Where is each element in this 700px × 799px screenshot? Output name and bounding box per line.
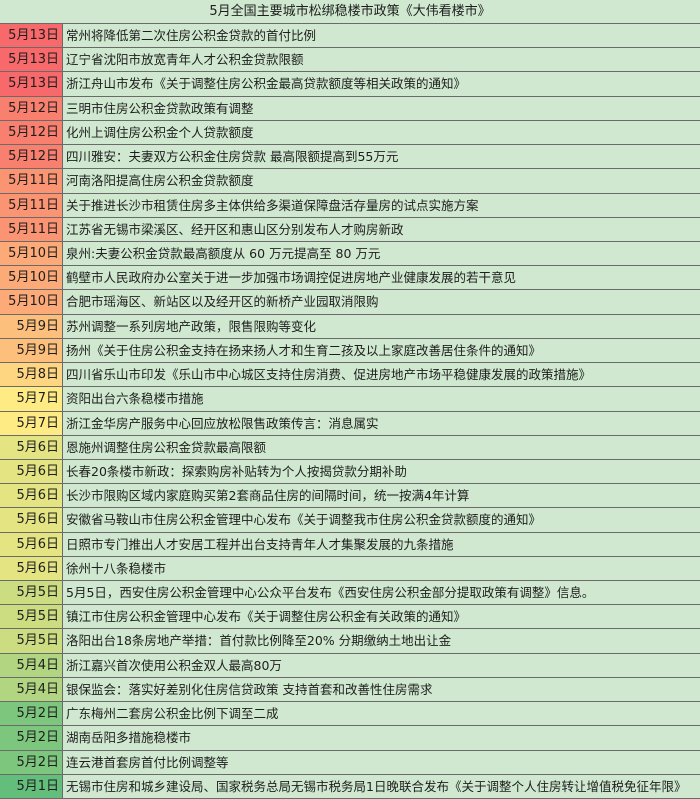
date-cell: 5月6日 (0, 459, 63, 484)
date-cell: 5月12日 (0, 120, 63, 145)
policy-cell: 日照市专门推出人才安居工程并出台支持青年人才集聚发展的九条措施 (63, 532, 700, 556)
date-cell: 5月11日 (0, 217, 63, 241)
date-cell: 5月4日 (0, 677, 63, 702)
date-cell: 5月6日 (0, 435, 63, 459)
date-cell: 5月10日 (0, 266, 63, 290)
date-cell: 5月6日 (0, 556, 63, 581)
table-row: 5月10日 泉州:夫妻公积金贷款最高额度从 60 万元提高至 80 万元 (0, 241, 700, 267)
table-row: 5月13日 浙江舟山市发布《关于调整住房公积金最高贷款额度等相关政策的通知》 (0, 72, 700, 97)
policy-cell: 鹤壁市人民政府办公室关于进一步加强市场调控促进房地产业健康发展的若干意见 (63, 266, 700, 290)
policy-cell: 苏州调整一系列房地产政策，限售限购等变化 (63, 314, 700, 338)
date-cell: 5月8日 (0, 363, 63, 387)
table-row: 5月7日 浙江金华房产服务中心回应放松限售政策传言：消息属实 (0, 411, 700, 436)
table-row: 5月2日 湖南岳阳多措施稳楼市 (0, 726, 700, 751)
date-cell: 5月2日 (0, 702, 63, 726)
policy-cell: 无锡市住房和城乡建设局、国家税务总局无锡市税务局1日晚联合发布《关于调整个人住房… (63, 774, 700, 798)
date-cell: 5月6日 (0, 508, 63, 532)
table-row: 5月5日 镇江市住房公积金管理中心发布《关于调整住房公积金有关政策的通知》 (0, 605, 700, 630)
table-row: 5月2日 广东梅州二套房公积金比例下调至二成 (0, 702, 700, 727)
policy-cell: 浙江嘉兴首次使用公积金双人最高80万 (63, 653, 700, 677)
policy-cell: 四川省乐山市印发《乐山市中心城区支持住房消费、促进房地产市场平稳健康发展的政策措… (63, 363, 700, 387)
table-row: 5月6日 长春20条楼市新政：探索购房补贴转为个人按揭贷款分期补助 (0, 459, 700, 485)
table-row: 5月6日 日照市专门推出人才安居工程并出台支持青年人才集聚发展的九条措施 (0, 532, 700, 557)
date-cell: 5月1日 (0, 774, 63, 798)
date-cell: 5月2日 (0, 750, 63, 774)
table-row: 5月1日 无锡市住房和城乡建设局、国家税务总局无锡市税务局1日晚联合发布《关于调整… (0, 774, 700, 799)
policy-cell: 辽宁省沈阳市放宽青年人才公积金贷款限额 (63, 48, 700, 72)
policy-cell: 广东梅州二套房公积金比例下调至二成 (63, 702, 700, 726)
policy-cell: 连云港首套房首付比例调整等 (63, 750, 700, 774)
policy-cell: 长沙市限购区域内家庭购买第2套商品住房的间隔时间，统一按满4年计算 (63, 484, 700, 508)
date-cell: 5月4日 (0, 653, 63, 677)
date-cell: 5月5日 (0, 581, 63, 605)
table-row: 5月13日 辽宁省沈阳市放宽青年人才公积金贷款限额 (0, 48, 700, 73)
date-cell: 5月13日 (0, 24, 63, 48)
policy-cell: 银保监会：落实好差别化住房信贷政策 支持首套和改善性住房需求 (63, 677, 700, 702)
table-row: 5月7日 资阳出台六条稳楼市措施 (0, 387, 700, 412)
table-row: 5月10日 合肥市瑶海区、新站区以及经开区的新桥产业园取消限购 (0, 290, 700, 315)
table-row: 5月12日 化州上调住房公积金个人贷款额度 (0, 120, 700, 146)
table-row: 5月10日 鹤壁市人民政府办公室关于进一步加强市场调控促进房地产业健康发展的若干意… (0, 266, 700, 291)
table-row: 5月11日 江苏省无锡市梁溪区、经开区和惠山区分别发布人才购房新政 (0, 217, 700, 242)
policy-cell: 洛阳出台18条房地产举措：首付款比例降至20% 分期缴纳土地出让金 (63, 629, 700, 653)
table-row: 5月12日 三明市住房公积金贷款政策有调整 (0, 96, 700, 121)
table-row: 5月11日 河南洛阳提高住房公积金贷款额度 (0, 169, 700, 194)
policy-table: 5月13日 常州将降低第二次住房公积金贷款的首付比例 5月13日 辽宁省沈阳市放宽青年… (0, 24, 700, 799)
policy-cell: 泉州:夫妻公积金贷款最高额度从 60 万元提高至 80 万元 (63, 241, 700, 266)
table-row: 5月2日 连云港首套房首付比例调整等 (0, 750, 700, 775)
date-cell: 5月11日 (0, 193, 63, 217)
table-title: 5月全国主要城市松绑稳楼市政策《大伟看楼市》 (0, 0, 700, 24)
date-cell: 5月2日 (0, 726, 63, 750)
policy-cell: 5月5日，西安住房公积金管理中心公众平台发布《西安住房公积金部分提取政策有调整》… (63, 581, 700, 605)
policy-cell: 河南洛阳提高住房公积金贷款额度 (63, 169, 700, 193)
policy-cell: 扬州《关于住房公积金支持在扬来扬人才和生育二孩及以上家庭改善居住条件的通知》 (63, 338, 700, 363)
date-cell: 5月11日 (0, 169, 63, 193)
table-row: 5月9日 扬州《关于住房公积金支持在扬来扬人才和生育二孩及以上家庭改善居住条件的通… (0, 338, 700, 364)
policy-cell: 安徽省马鞍山市住房公积金管理中心发布《关于调整我市住房公积金贷款额度的通知》 (63, 508, 700, 532)
date-cell: 5月5日 (0, 605, 63, 629)
table-row: 5月6日 徐州十八条稳楼市 (0, 556, 700, 582)
policy-cell: 浙江金华房产服务中心回应放松限售政策传言：消息属实 (63, 411, 700, 435)
policy-cell: 资阳出台六条稳楼市措施 (63, 387, 700, 411)
policy-cell: 镇江市住房公积金管理中心发布《关于调整住房公积金有关政策的通知》 (63, 605, 700, 629)
policy-cell: 合肥市瑶海区、新站区以及经开区的新桥产业园取消限购 (63, 290, 700, 314)
policy-cell: 化州上调住房公积金个人贷款额度 (63, 120, 700, 145)
policy-cell: 浙江舟山市发布《关于调整住房公积金最高贷款额度等相关政策的通知》 (63, 72, 700, 96)
date-cell: 5月10日 (0, 241, 63, 266)
date-cell: 5月6日 (0, 532, 63, 556)
table-row: 5月4日 银保监会：落实好差别化住房信贷政策 支持首套和改善性住房需求 (0, 677, 700, 703)
table-row: 5月6日 恩施州调整住房公积金贷款最高限额 (0, 435, 700, 460)
policy-cell: 三明市住房公积金贷款政策有调整 (63, 96, 700, 120)
table-row: 5月4日 浙江嘉兴首次使用公积金双人最高80万 (0, 653, 700, 678)
table-row: 5月5日 洛阳出台18条房地产举措：首付款比例降至20% 分期缴纳土地出让金 (0, 629, 700, 654)
date-cell: 5月7日 (0, 387, 63, 411)
policy-cell: 徐州十八条稳楼市 (63, 556, 700, 581)
policy-cell: 湖南岳阳多措施稳楼市 (63, 726, 700, 750)
date-cell: 5月9日 (0, 314, 63, 338)
table-row: 5月6日 长沙市限购区域内家庭购买第2套商品住房的间隔时间，统一按满4年计算 (0, 484, 700, 509)
date-cell: 5月6日 (0, 484, 63, 508)
date-cell: 5月12日 (0, 145, 63, 169)
date-cell: 5月9日 (0, 338, 63, 363)
policy-cell: 江苏省无锡市梁溪区、经开区和惠山区分别发布人才购房新政 (63, 217, 700, 241)
date-cell: 5月13日 (0, 48, 63, 72)
table-row: 5月6日 安徽省马鞍山市住房公积金管理中心发布《关于调整我市住房公积金贷款额度的通… (0, 508, 700, 533)
table-row: 5月9日 苏州调整一系列房地产政策，限售限购等变化 (0, 314, 700, 339)
table-row: 5月5日 5月5日，西安住房公积金管理中心公众平台发布《西安住房公积金部分提取政策… (0, 581, 700, 606)
table-row: 5月13日 常州将降低第二次住房公积金贷款的首付比例 (0, 24, 700, 49)
date-cell: 5月7日 (0, 411, 63, 435)
table-row: 5月12日 四川雅安：夫妻双方公积金住房贷款 最高限额提高到55万元 (0, 145, 700, 170)
policy-cell: 恩施州调整住房公积金贷款最高限额 (63, 435, 700, 459)
policy-cell: 长春20条楼市新政：探索购房补贴转为个人按揭贷款分期补助 (63, 459, 700, 484)
table-row: 5月11日 关于推进长沙市租赁住房多主体供给多渠道保障盘活存量房的试点实施方案 (0, 193, 700, 218)
date-cell: 5月5日 (0, 629, 63, 653)
table-row: 5月8日 四川省乐山市印发《乐山市中心城区支持住房消费、促进房地产市场平稳健康发展… (0, 363, 700, 388)
policy-cell: 常州将降低第二次住房公积金贷款的首付比例 (63, 24, 700, 48)
date-cell: 5月10日 (0, 290, 63, 314)
policy-cell: 关于推进长沙市租赁住房多主体供给多渠道保障盘活存量房的试点实施方案 (63, 193, 700, 217)
date-cell: 5月13日 (0, 72, 63, 96)
date-cell: 5月12日 (0, 96, 63, 120)
policy-cell: 四川雅安：夫妻双方公积金住房贷款 最高限额提高到55万元 (63, 145, 700, 169)
